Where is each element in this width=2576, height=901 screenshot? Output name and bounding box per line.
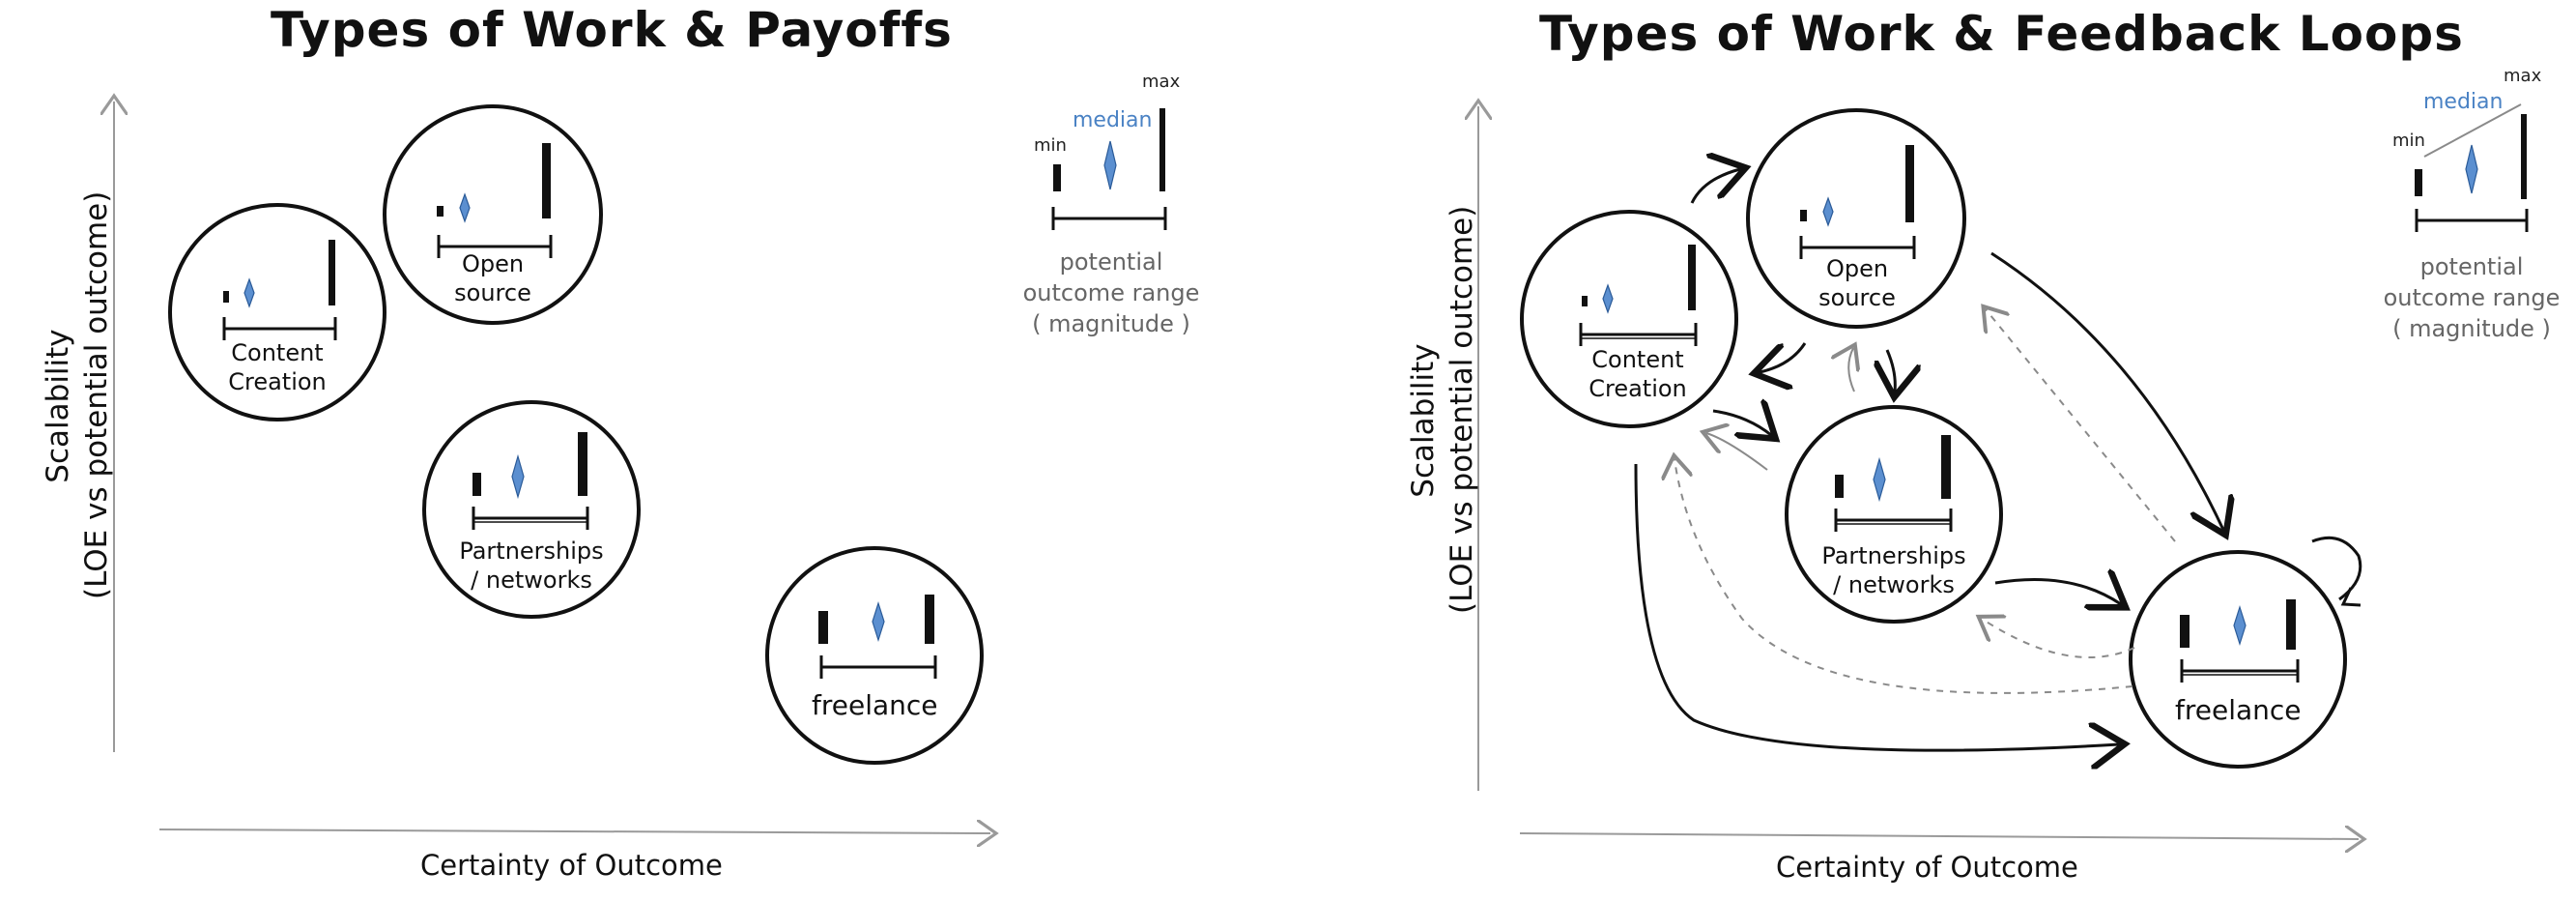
y-axis-label-line: Scalability xyxy=(41,329,75,483)
node-label-line: / networks xyxy=(1833,571,1955,598)
node-label-line: Content xyxy=(1591,346,1684,373)
node-content-creation xyxy=(1520,210,1738,428)
node-label-line: Open xyxy=(461,250,525,277)
arrow-content-to-partnerships xyxy=(1712,411,1771,435)
legend-median-label: median xyxy=(2423,90,2504,114)
arrow-content-to-opensource xyxy=(1690,169,1740,204)
dashed-freelance-to-opensource xyxy=(1986,309,2176,542)
legend-max-label: max xyxy=(2504,66,2542,86)
legend-min-label: min xyxy=(1034,135,1067,156)
node-label-content-creation: Content Creation xyxy=(1581,345,1695,403)
node-label-line: Partnerships xyxy=(459,538,604,565)
arrow-opensource-to-freelance xyxy=(1990,251,2223,530)
node-freelance xyxy=(765,546,984,765)
legend-min-label: min xyxy=(2392,131,2425,151)
y-axis-label-line: (LOE vs potential outcome) xyxy=(1445,205,1479,614)
median-diamond xyxy=(872,601,885,642)
node-partnerships xyxy=(422,400,641,619)
legend-caption-line: outcome range xyxy=(1022,279,1200,306)
node-label-line: Partnerships xyxy=(1821,542,1966,569)
node-label-line: source xyxy=(1818,284,1896,311)
node-label-line: Content xyxy=(231,339,324,366)
node-label-freelance: freelance xyxy=(2175,694,2302,726)
arrow-freelance-self-loop xyxy=(2311,536,2362,601)
y-axis-label-line: (LOE vs potential outcome) xyxy=(79,190,114,599)
node-label-line: Creation xyxy=(1589,375,1687,402)
arrow-partnerships-to-freelance xyxy=(1994,579,2121,604)
arrow-content-to-freelance xyxy=(1634,463,2119,750)
legend-graphic xyxy=(1051,108,1167,230)
y-axis-label-line: Scalability xyxy=(1406,343,1441,498)
legend-caption-line: potential xyxy=(2419,253,2524,280)
legend-caption-line: ( magnitude ) xyxy=(2392,315,2551,342)
x-axis xyxy=(158,829,990,833)
median-diamond xyxy=(1602,283,1614,314)
diagram-title: Types of Work & Payoffs xyxy=(271,2,953,58)
diagram-title: Types of Work & Feedback Loops xyxy=(1539,6,2464,62)
node-label-line: Open xyxy=(1825,255,1889,282)
x-axis-label: Certainty of Outcome xyxy=(420,849,723,882)
arrow-opensource-to-content xyxy=(1760,342,1807,372)
node-label-open-source: Open source xyxy=(437,249,549,307)
legend-median-label: median xyxy=(1073,108,1153,132)
median-diamond xyxy=(243,277,255,308)
node-label-line: / networks xyxy=(471,567,592,594)
median-diamond xyxy=(1822,196,1834,227)
x-axis-label: Certainty of Outcome xyxy=(1776,851,2078,884)
payoffs-diagram: Types of Work & Payoffs xyxy=(0,0,1208,901)
node-label-freelance: freelance xyxy=(812,689,938,721)
node-open-source xyxy=(383,104,603,325)
node-label-content-creation: Content Creation xyxy=(221,338,333,396)
node-label-open-source: Open source xyxy=(1800,254,1914,312)
median-diamond xyxy=(1873,456,1886,503)
legend-graphic xyxy=(2415,103,2529,232)
node-label-partnerships: Partnerships / networks xyxy=(454,537,609,595)
node-label-line: freelance xyxy=(2175,694,2302,726)
median-diamond xyxy=(2233,605,2247,646)
node-label-line: Creation xyxy=(228,368,327,395)
node-label-line: source xyxy=(454,279,531,306)
node-label-partnerships: Partnerships / networks xyxy=(1817,541,1971,599)
dashed-freelance-to-partnerships xyxy=(1982,619,2135,658)
legend-max-label: max xyxy=(1142,72,1181,92)
x-axis xyxy=(1519,833,2359,839)
dashed-arrows xyxy=(1674,309,2176,694)
y-axis-label: Scalability (LOE vs potential outcome) xyxy=(39,190,116,599)
feedback-drawing xyxy=(1288,0,2529,901)
node-partnerships xyxy=(1785,405,2003,624)
payoffs-drawing xyxy=(0,0,1167,901)
node-content-creation xyxy=(168,203,386,421)
solid-arrows xyxy=(1634,169,2362,750)
node-open-source xyxy=(1746,108,1966,329)
node-label-line: freelance xyxy=(812,689,938,721)
arrow-opensource-to-partnerships xyxy=(1887,349,1895,392)
legend-caption-line: potential xyxy=(1059,248,1163,276)
median-diamond xyxy=(459,192,471,223)
median-diamond xyxy=(511,453,525,500)
feedback-loops-diagram: Types of Work & Feedback Loops xyxy=(1288,0,2576,901)
dashed-freelance-to-content xyxy=(1674,459,2133,694)
arrow-partnerships-to-opensource xyxy=(1848,348,1854,392)
arrow-partnerships-to-content xyxy=(1706,433,1768,471)
grey-arrows xyxy=(1706,348,1854,471)
legend-caption-line: outcome range xyxy=(2383,284,2561,311)
legend-caption: potential outcome range ( magnitude ) xyxy=(1015,247,1208,339)
y-axis-label: Scalability (LOE vs potential outcome) xyxy=(1404,205,1481,614)
legend-caption: potential outcome range ( magnitude ) xyxy=(2375,251,2568,344)
legend-caption-line: ( magnitude ) xyxy=(1032,310,1190,337)
node-freelance xyxy=(2129,550,2347,769)
